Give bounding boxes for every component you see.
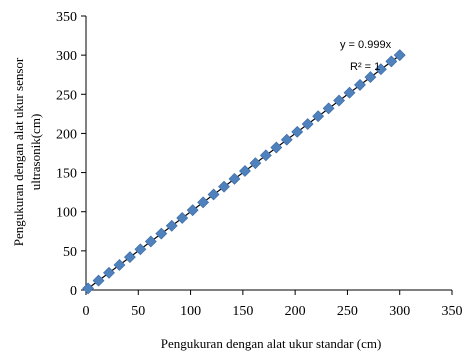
data-point (218, 180, 230, 193)
x-tick-label: 50 (131, 304, 145, 319)
data-point (92, 274, 105, 287)
data-point (393, 49, 406, 62)
data-point (291, 125, 304, 138)
data-point (82, 282, 95, 295)
data-point (333, 94, 345, 107)
x-tick-label: 100 (180, 304, 201, 319)
axes (81, 15, 453, 295)
data-point (197, 196, 210, 209)
y-tick-label: 100 (56, 206, 77, 221)
data-point (301, 118, 314, 130)
data-point (176, 212, 189, 224)
data-point (144, 235, 157, 248)
data-point (374, 63, 387, 76)
y-tick-label: 200 (56, 127, 77, 142)
data-point (103, 266, 115, 279)
equation-annotation: y = 0.999x (340, 39, 392, 51)
data-point (228, 172, 241, 185)
x-tick-label: 250 (337, 304, 358, 319)
data-point (165, 219, 178, 232)
x-tick-label: 350 (442, 304, 463, 319)
data-point (280, 133, 293, 146)
data-point (239, 165, 251, 177)
data-point (322, 102, 335, 115)
y-axis-title: Pengukuran dengan alat ukur sensor ultra… (11, 57, 43, 246)
y-axis-title-line-2: ultrasonik(cm) (28, 114, 43, 191)
data-point (123, 251, 136, 264)
y-tick-label: 250 (56, 88, 77, 103)
data-point (134, 243, 147, 256)
y-tick-label: 0 (70, 284, 77, 299)
y-tick-label: 300 (56, 49, 77, 64)
r-squared-annotation: R² = 1 (350, 61, 380, 73)
data-point (186, 204, 199, 217)
data-point (113, 259, 126, 271)
data-point (249, 157, 262, 170)
x-tick-label: 150 (232, 304, 253, 319)
data-point (270, 141, 283, 154)
y-tick-label: 50 (63, 245, 77, 260)
x-tick-label: 300 (389, 304, 410, 319)
x-tick-label: 0 (83, 304, 90, 319)
y-axis-title-line-1: Pengukuran dengan alat ukur sensor (11, 57, 26, 246)
data-point (364, 71, 377, 83)
data-point (343, 86, 356, 99)
data-point (207, 188, 220, 201)
x-axis-title: Pengukuran dengan alat ukur standar (cm) (161, 336, 382, 351)
tick-labels: 0 50 100 150 200 250 300 350 0 50 100 150 200 250 300 3… (56, 10, 463, 319)
x-tick-label: 200 (285, 304, 306, 319)
data-point (354, 78, 366, 91)
data-point (385, 55, 398, 68)
data-point (312, 110, 325, 123)
data-point (155, 227, 168, 240)
y-tick-label: 150 (56, 167, 77, 182)
data-points (82, 49, 406, 295)
data-point (259, 149, 272, 162)
y-tick-label: 350 (56, 10, 77, 25)
